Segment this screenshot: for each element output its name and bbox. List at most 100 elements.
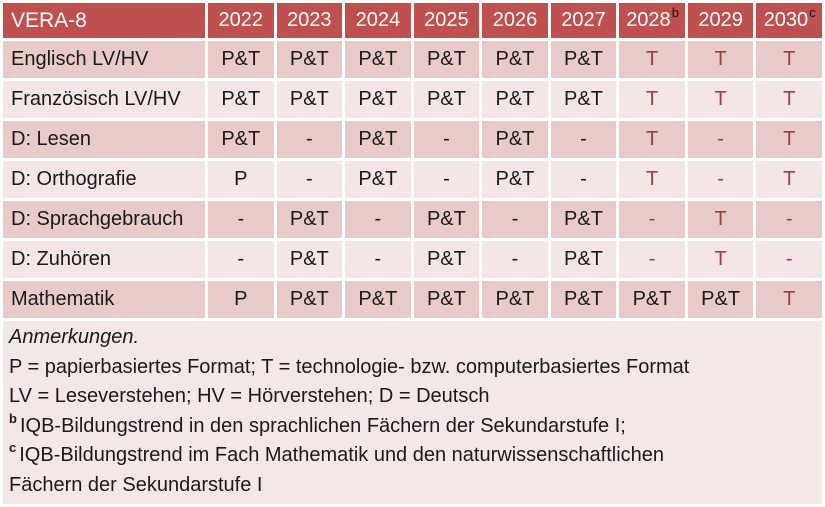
format-cell: P&T: [482, 41, 548, 78]
note-line: Anmerkungen.: [9, 326, 140, 348]
year-header-2027: 2027: [550, 3, 617, 38]
format-cell: P&T: [345, 161, 411, 198]
format-cell: P&T: [550, 281, 617, 318]
row-label: Englisch LV/HV: [3, 41, 205, 78]
format-cell: T: [687, 241, 754, 278]
table-notes: Anmerkungen. P = papierbasiertes Format; …: [3, 321, 822, 504]
year-header-2028: 2028b: [619, 3, 685, 38]
format-cell: P&T: [482, 281, 548, 318]
format-cell: P&T: [208, 121, 274, 158]
format-cell: P&T: [276, 41, 343, 78]
format-cell: T: [756, 281, 822, 318]
format-cell: -: [756, 201, 822, 238]
format-cell: P&T: [208, 81, 274, 118]
format-cell: -: [413, 161, 480, 198]
format-cell: -: [345, 241, 411, 278]
format-cell: P&T: [413, 241, 480, 278]
footnote-marker-c: c: [9, 440, 17, 456]
format-cell: P&T: [413, 41, 480, 78]
year-label: 2029: [698, 9, 743, 31]
format-cell: -: [687, 121, 754, 158]
format-cell: -: [413, 121, 480, 158]
format-cell: P&T: [208, 41, 274, 78]
format-cell: -: [482, 241, 548, 278]
format-cell: P&T: [482, 81, 548, 118]
format-cell: P&T: [550, 201, 617, 238]
year-header-2029: 2029: [687, 3, 754, 38]
format-cell: P&T: [276, 281, 343, 318]
year-label: 2026: [492, 9, 538, 31]
year-label: 2028: [626, 9, 671, 31]
format-cell: T: [619, 161, 685, 198]
footnote-marker-c: c: [809, 5, 816, 21]
format-cell: P&T: [413, 81, 480, 118]
table-row: Englisch LV/HV P&T P&T P&T P&T P&T P&T T T T: [3, 41, 822, 78]
format-cell: T: [687, 81, 754, 118]
row-label: Französisch LV/HV: [3, 81, 205, 118]
format-cell: -: [619, 201, 685, 238]
table-title-cell: VERA-8: [3, 3, 205, 38]
format-cell: T: [687, 201, 754, 238]
format-cell: P&T: [276, 81, 343, 118]
format-cell: P: [208, 161, 274, 198]
format-cell: -: [276, 121, 343, 158]
year-header-2022: 2022: [208, 3, 274, 38]
format-cell: P&T: [482, 161, 548, 198]
format-cell: T: [756, 41, 822, 78]
format-cell: P&T: [276, 241, 343, 278]
format-cell: P&T: [413, 201, 480, 238]
year-label: 2030: [763, 9, 809, 31]
format-cell: -: [208, 201, 274, 238]
format-cell: -: [482, 201, 548, 238]
format-cell: T: [619, 81, 685, 118]
format-cell: -: [276, 161, 343, 198]
row-label: Mathematik: [3, 281, 205, 318]
footnote-marker-b: b: [9, 410, 17, 426]
format-cell: P&T: [345, 41, 411, 78]
format-cell: P&T: [413, 281, 480, 318]
table-row: D: Zuhören - P&T - P&T - P&T - T -: [3, 241, 822, 278]
year-label: 2023: [287, 9, 332, 31]
year-header-2025: 2025: [413, 3, 480, 38]
year-label: 2025: [424, 9, 469, 31]
row-label: D: Zuhören: [3, 241, 205, 278]
format-cell: -: [619, 241, 685, 278]
year-header-2024: 2024: [345, 3, 411, 38]
table-row: D: Sprachgebrauch - P&T - P&T - P&T - T -: [3, 201, 822, 238]
format-cell: -: [550, 121, 617, 158]
format-cell: P&T: [619, 281, 685, 318]
footnote-marker-b: b: [671, 5, 679, 21]
format-cell: P&T: [482, 121, 548, 158]
row-label: D: Lesen: [3, 121, 205, 158]
format-cell: P&T: [345, 281, 411, 318]
format-cell: T: [687, 41, 754, 78]
row-label: D: Sprachgebrauch: [3, 201, 205, 238]
format-cell: P&T: [550, 241, 617, 278]
note-line: LV = Leseverstehen; HV = Hörverstehen; D…: [9, 385, 490, 407]
year-label: 2022: [218, 9, 264, 31]
year-header-2023: 2023: [276, 3, 343, 38]
format-cell: -: [687, 161, 754, 198]
note-line: c IQB-Bildungstrend im Fach Mathematik un…: [9, 440, 664, 466]
format-cell: P&T: [276, 201, 343, 238]
year-label: 2027: [561, 9, 606, 31]
note-line: Fächern der Sekundarstufe I: [9, 473, 263, 496]
note-line: P = papierbasiertes Format; T = technolo…: [9, 355, 690, 378]
format-cell: -: [345, 201, 411, 238]
year-header-2026: 2026: [482, 3, 548, 38]
format-cell: P&T: [345, 81, 411, 118]
table-header-row: VERA-8 2022 2023 2024 2025 2026 2027 2028b 2029…: [3, 3, 822, 38]
table-row: D: Orthografie P - P&T - P&T - T - T: [3, 161, 822, 198]
format-cell: T: [756, 81, 822, 118]
format-cell: T: [756, 161, 822, 198]
format-cell: -: [550, 161, 617, 198]
year-header-2030: 2030c: [756, 3, 822, 38]
vera8-table: VERA-8 2022 2023 2024 2025 2026 2027 2028b 2029…: [3, 3, 822, 318]
format-cell: P&T: [550, 41, 617, 78]
table-row: D: Lesen P&T - P&T - P&T - T - T: [3, 121, 822, 158]
note-line: b IQB-Bildungstrend in den sprachlichen F…: [9, 410, 626, 437]
format-cell: P&T: [687, 281, 754, 318]
format-cell: -: [756, 241, 822, 278]
format-cell: T: [756, 121, 822, 158]
